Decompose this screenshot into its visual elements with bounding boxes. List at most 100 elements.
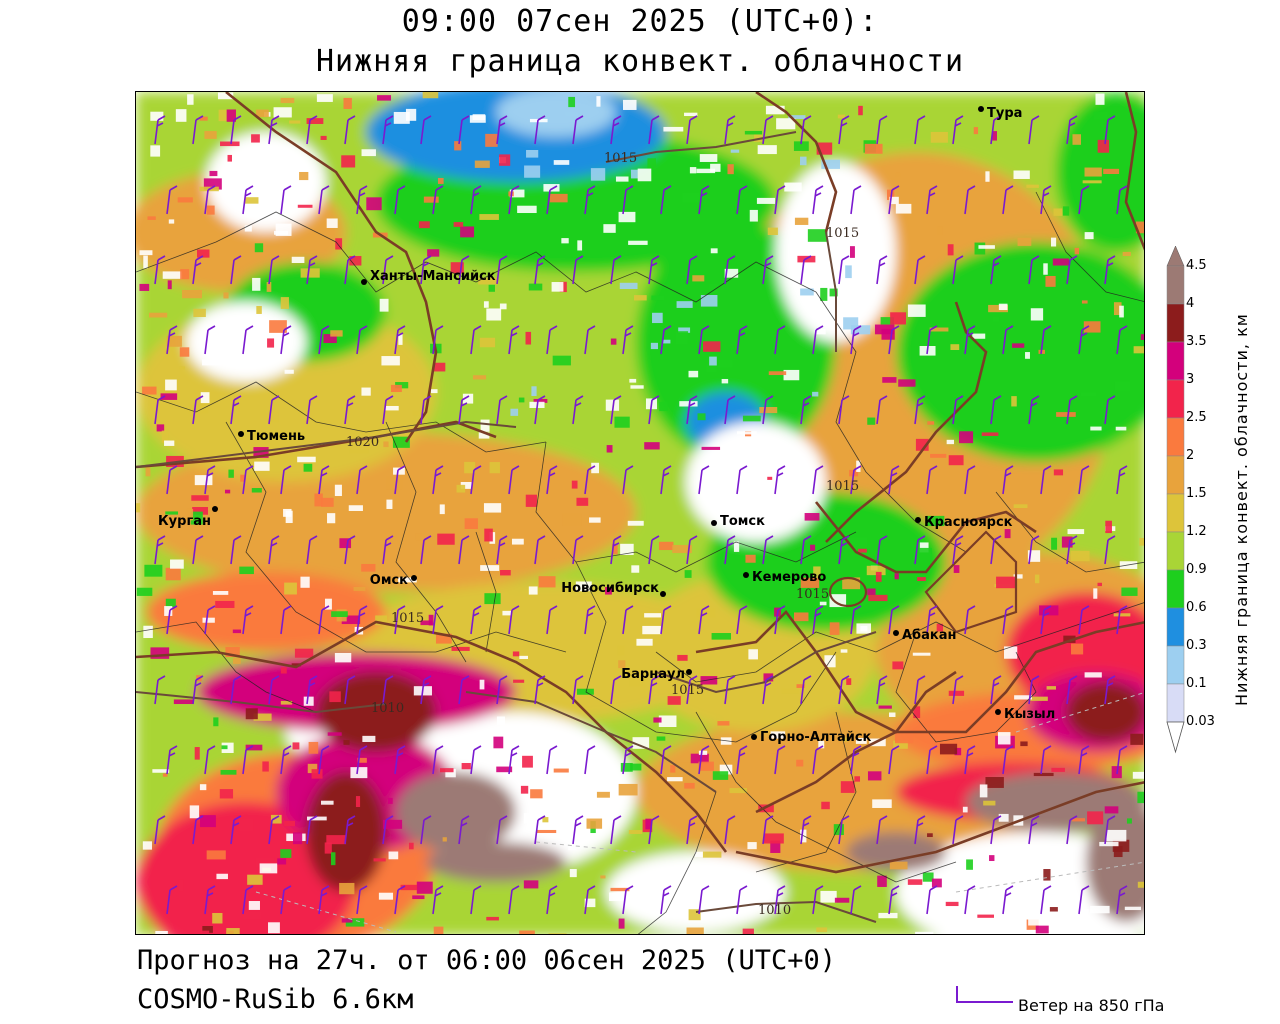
wind-barb-flag	[916, 402, 924, 407]
wind-barb-flag	[662, 892, 670, 897]
wind-barb-flag	[917, 815, 926, 821]
wind-barb-flag	[473, 745, 482, 751]
wind-barb	[420, 819, 425, 845]
wind-barb-flag	[499, 535, 508, 541]
wind-barb-flag	[1106, 262, 1114, 267]
wind-barb	[850, 889, 855, 915]
wind-barb-flag	[157, 815, 166, 821]
wind-barb	[698, 609, 703, 635]
wind-barb	[356, 609, 361, 635]
wind-barb-flag	[917, 255, 926, 261]
wind-barb	[432, 749, 437, 775]
isobar	[136, 420, 517, 468]
wind-barb-flag	[1030, 402, 1038, 407]
cloud-base-speckle	[136, 92, 1144, 934]
admin-border	[1035, 191, 1144, 302]
wind-barb	[280, 609, 285, 635]
wind-barb	[166, 329, 171, 355]
wind-barb	[458, 539, 463, 565]
wind-barb	[850, 609, 855, 635]
wind-barb-flag	[435, 605, 444, 611]
wind-barb	[572, 819, 577, 845]
wind-barb-flag	[271, 815, 280, 821]
wind-barb	[496, 399, 501, 425]
wind-barb-flag	[169, 745, 178, 751]
city-label: Курган	[158, 514, 211, 529]
wind-barb-flag	[244, 612, 252, 617]
admin-border	[535, 441, 857, 573]
wind-barb	[166, 469, 171, 495]
wind-barb	[318, 889, 323, 915]
colorbar-cell	[1166, 303, 1185, 343]
wind-barb-flag	[309, 815, 318, 821]
wind-barb-flag	[244, 192, 252, 197]
wind-barb	[496, 679, 501, 705]
wind-barb	[242, 469, 247, 495]
wind-barb	[1066, 539, 1071, 565]
wind-barb-flag	[879, 675, 888, 681]
country-border	[225, 92, 438, 443]
wind-barb	[812, 189, 817, 215]
wind-barb	[230, 119, 235, 145]
wind-barb	[964, 889, 969, 915]
wind-barb-flag	[966, 332, 974, 337]
wind-legend-label: Ветер на 850 гПа	[1018, 996, 1165, 1015]
wind-barb	[876, 399, 881, 425]
wind-barb-flag	[967, 465, 976, 471]
wind-barb-flag	[765, 535, 774, 541]
wind-barb-flag	[815, 605, 824, 611]
wind-barb	[230, 539, 235, 565]
wind-barb-flag	[156, 542, 164, 547]
wind-barb	[546, 469, 551, 495]
wind-barb	[876, 679, 881, 705]
city-dot-icon	[238, 431, 244, 437]
wind-barb-flag	[890, 892, 898, 897]
wind-barb	[204, 189, 209, 215]
wind-barb-flag	[1004, 892, 1012, 897]
wind-barb-flag	[206, 472, 214, 477]
wind-barb-flag	[1043, 605, 1052, 611]
wind-barb	[914, 119, 919, 145]
wind-barb-flag	[1081, 605, 1090, 611]
wind-barb-flag	[309, 255, 318, 261]
city-marker: Кемерово	[743, 570, 826, 585]
wind-barb-flag	[625, 325, 634, 331]
wind-barb	[610, 259, 615, 285]
wind-barb	[800, 119, 805, 145]
wind-barb-flag	[320, 472, 328, 477]
wind-barb	[762, 119, 767, 145]
wind-barb-flag	[651, 535, 660, 541]
wind-barb	[268, 259, 273, 285]
wind-barb	[230, 819, 235, 845]
wind-barb-flag	[1005, 605, 1014, 611]
wind-barb	[800, 399, 805, 425]
wind-barb-flag	[587, 465, 596, 471]
wind-barb-flag	[967, 885, 976, 891]
wind-barb-flag	[993, 395, 1002, 401]
wind-barb-flag	[499, 255, 508, 261]
wind-barb-flag	[651, 255, 660, 261]
wind-barb	[736, 329, 741, 355]
wind-barb	[774, 609, 779, 635]
wind-barb	[812, 469, 817, 495]
wind-barb-flag	[207, 885, 216, 891]
wind-barb	[280, 469, 285, 495]
wind-barb-flag	[548, 892, 556, 897]
admin-border	[815, 291, 967, 553]
wind-barb	[318, 609, 323, 635]
wind-barb	[508, 609, 513, 635]
graticule-line	[955, 861, 1144, 893]
country-border	[136, 620, 728, 853]
wind-barb	[192, 679, 197, 705]
wind-barb-flag	[1005, 745, 1014, 751]
wind-barb-flag	[233, 395, 242, 401]
wind-barb-flag	[169, 885, 178, 891]
wind-barb-flag	[549, 325, 558, 331]
wind-barb-flag	[879, 115, 888, 121]
wind-barb	[356, 189, 361, 215]
wind-barb-flag	[890, 472, 898, 477]
wind-barb	[850, 469, 855, 495]
wind-barb	[382, 819, 387, 845]
wind-barb	[318, 329, 323, 355]
wind-barb	[686, 119, 691, 145]
